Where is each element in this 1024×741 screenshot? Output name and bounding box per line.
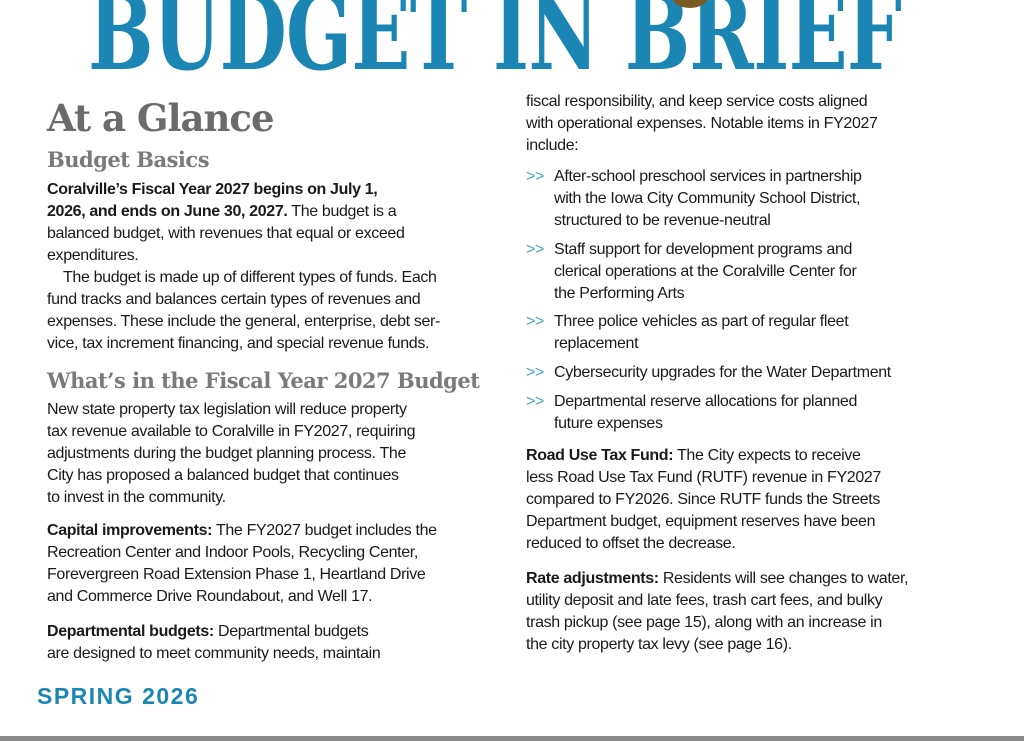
bullet-marker-icon: >> [526, 393, 544, 410]
bullet-item: >> Departmental reserve allocations for … [526, 393, 857, 432]
bottom-divider [0, 736, 1024, 741]
bullet-marker-icon: >> [526, 313, 544, 330]
logo-ornament [672, 0, 708, 8]
rate-paragraph: Rate adjustments: Residents will see cha… [526, 570, 909, 653]
issue-date: SPRING 2026 [37, 683, 200, 709]
bullet-marker-icon: >> [526, 241, 544, 258]
capital-paragraph: Capital improvements: The FY2027 budget … [47, 522, 437, 605]
bullet-item: >> Three police vehicles as part of regu… [526, 313, 849, 352]
bullet-item: >> After-school preschool services in pa… [526, 168, 862, 229]
basics-paragraph-1: Coralville’s Fiscal Year 2027 begins on … [47, 181, 405, 264]
bullet-marker-icon: >> [526, 364, 544, 381]
bullet-marker-icon: >> [526, 168, 544, 185]
bullet-item: >> Staff support for development program… [526, 241, 857, 302]
subheading-fiscal-year: What’s in the Fiscal Year 2027 Budget [47, 368, 480, 393]
bullet-item: >> Cybersecurity upgrades for the Water … [526, 362, 891, 384]
subheading-budget-basics: Budget Basics [47, 147, 210, 172]
road-use-paragraph: Road Use Tax Fund: The City expects to r… [526, 447, 881, 552]
page-title: BUDGET IN BRIEF [88, 0, 902, 94]
fy-paragraph: New state property tax legislation will … [47, 401, 416, 506]
section-heading: At a Glance [47, 96, 274, 140]
right-continuation: fiscal responsibility, and keep service … [526, 93, 878, 154]
departmental-paragraph: Departmental budgets: Departmental budge… [47, 623, 381, 662]
basics-paragraph-2: The budget is made up of different types… [47, 269, 440, 352]
